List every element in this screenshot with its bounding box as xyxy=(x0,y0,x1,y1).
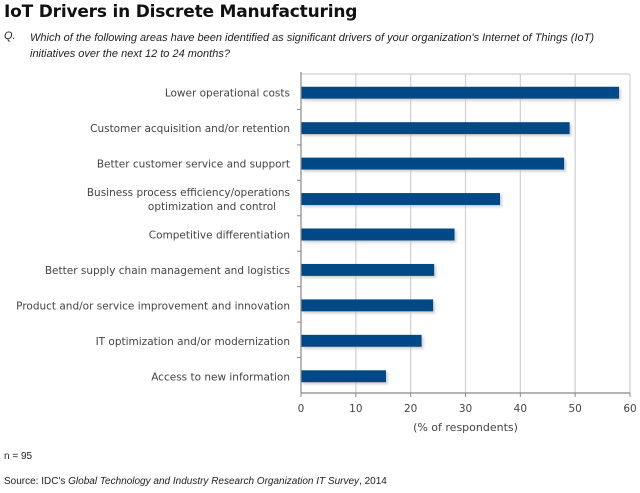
bar xyxy=(301,193,501,206)
axes xyxy=(297,72,631,397)
source-prefix: Source: IDC's xyxy=(4,476,69,487)
x-axis-label: (% of respondents) xyxy=(413,421,518,434)
x-tick-label: 10 xyxy=(349,403,362,415)
x-tick-label: 50 xyxy=(568,403,581,415)
category-label: Better customer service and support xyxy=(97,159,290,171)
category-label: optimization and control xyxy=(148,201,276,213)
category-label: Customer acquisition and/or retention xyxy=(90,123,290,135)
source-title: Global Technology and Industry Research … xyxy=(68,476,360,487)
chart-title: IoT Drivers in Discrete Manufacturing xyxy=(4,2,358,22)
bar xyxy=(301,370,386,383)
category-label: Lower operational costs xyxy=(165,88,290,100)
sample-size: n = 95 xyxy=(4,451,33,462)
bar-chart: Lower operational costs Customer acquisit… xyxy=(16,72,637,434)
bar xyxy=(301,228,455,241)
bar xyxy=(301,263,435,276)
source-note: Source: IDC's Global Technology and Indu… xyxy=(4,476,387,487)
source-suffix: , 2014 xyxy=(359,476,387,487)
question-label: Q. xyxy=(4,30,16,42)
x-tick-label: 60 xyxy=(623,403,636,415)
bar xyxy=(301,334,422,347)
bar xyxy=(301,122,570,135)
category-label: Better supply chain management and logis… xyxy=(45,265,290,277)
bars xyxy=(301,86,620,383)
bar xyxy=(301,299,434,312)
category-label: Competitive differentiation xyxy=(149,230,290,242)
bar xyxy=(301,157,565,170)
category-label: Business process efficiency/operations xyxy=(87,187,290,199)
category-labels: Lower operational costs Customer acquisit… xyxy=(16,88,290,384)
x-tick-label: 30 xyxy=(459,403,472,415)
bar xyxy=(301,86,620,99)
x-tick-label: 20 xyxy=(404,403,417,415)
x-tick-label: 0 xyxy=(298,403,305,415)
category-label: IT optimization and/or modernization xyxy=(96,336,290,348)
category-label: Product and/or service improvement and i… xyxy=(16,300,290,312)
x-tick-labels: 0 10 20 30 40 50 60 xyxy=(298,403,637,415)
category-label: Access to new information xyxy=(151,371,290,383)
x-tick-label: 40 xyxy=(514,403,527,415)
question-text: Which of the following areas have been i… xyxy=(30,32,595,60)
